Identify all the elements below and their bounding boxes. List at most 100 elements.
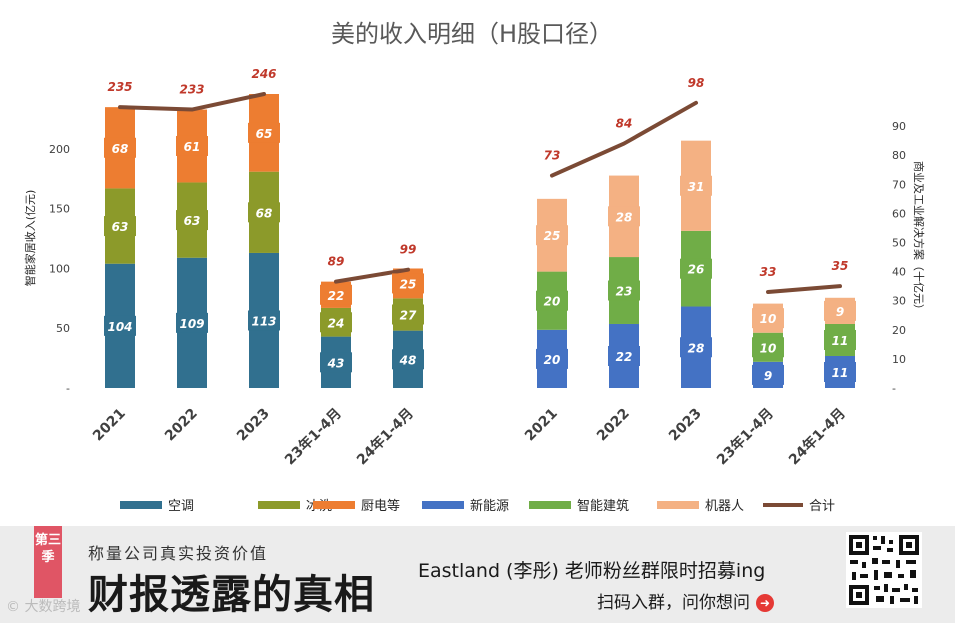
- total-line: [766, 284, 842, 294]
- recruit-text: Eastland (李彤) 老师粉丝群限时招募ing: [418, 560, 766, 582]
- data-label-box: [608, 280, 640, 301]
- data-label-box: [680, 337, 712, 358]
- legend-swatch: [422, 501, 464, 509]
- x-tick-label: 2023: [666, 406, 705, 445]
- total-line: [550, 100, 698, 178]
- data-label: 28: [688, 341, 705, 355]
- y-tick-label: 80: [892, 149, 906, 162]
- data-label: 28: [616, 210, 633, 224]
- legend-swatch: [120, 501, 162, 509]
- watermark: © 大数跨境: [6, 599, 81, 615]
- data-label: 22: [616, 350, 633, 364]
- legend-label: 新能源: [470, 498, 509, 514]
- x-tick-label: 23年1-4月: [281, 405, 344, 468]
- y-tick-label: -: [66, 382, 70, 395]
- total-label: 73: [544, 149, 561, 163]
- data-label-box: [536, 348, 568, 369]
- legend-swatch: [529, 501, 571, 509]
- data-label: 9: [836, 305, 844, 319]
- x-tick-label: 24年1-4月: [785, 405, 848, 468]
- data-label-box: [752, 337, 784, 358]
- data-label: 61: [184, 140, 201, 154]
- data-label-box: [176, 135, 208, 156]
- y-tick-label: 200: [49, 143, 70, 156]
- data-label: 25: [400, 277, 417, 291]
- y-tick-label: -: [892, 382, 896, 395]
- qr-code-icon[interactable]: [846, 532, 922, 608]
- data-label: 11: [832, 366, 849, 380]
- total-label: 235: [107, 80, 132, 94]
- x-tick-label: 24年1-4月: [353, 405, 416, 468]
- total-label: 35: [832, 259, 849, 273]
- y-tick-label: 90: [892, 120, 906, 133]
- data-label-box: [392, 304, 424, 325]
- data-label: 25: [544, 229, 561, 243]
- data-label-box: [680, 175, 712, 196]
- data-label: 63: [184, 214, 201, 228]
- data-label-box: [248, 310, 280, 331]
- data-label: 65: [256, 127, 273, 141]
- data-label: 31: [688, 180, 705, 194]
- x-tick-label: 2022: [162, 406, 201, 445]
- data-label-box: [104, 137, 136, 158]
- x-tick-label: 2021: [522, 406, 561, 445]
- data-label-box: [536, 225, 568, 246]
- data-label: 20: [544, 353, 561, 367]
- y-axis-title: 商业及工业解决方案（十亿元）: [912, 161, 926, 315]
- banner-headline: 财报透露的真相: [88, 571, 375, 618]
- y-tick-label: 50: [56, 322, 70, 335]
- data-label-box: [824, 300, 856, 321]
- total-label: 89: [328, 255, 345, 269]
- total-label: 246: [251, 67, 276, 81]
- legend-swatch: [313, 501, 355, 509]
- data-label: 48: [399, 353, 417, 367]
- legend-label: 机器人: [705, 499, 744, 514]
- legend-label: 厨电等: [361, 498, 400, 514]
- data-label-box: [104, 315, 136, 336]
- y-tick-label: 60: [892, 207, 906, 220]
- total-label: 98: [688, 76, 705, 90]
- data-label-box: [392, 273, 424, 294]
- data-label-box: [824, 329, 856, 350]
- total-label: 99: [400, 243, 417, 257]
- data-label-box: [320, 284, 352, 305]
- y-tick-label: 50: [892, 237, 906, 250]
- legend-swatch: [657, 501, 699, 509]
- total-label: 84: [616, 117, 633, 131]
- y-tick-label: 10: [892, 353, 906, 366]
- cta-link[interactable]: 扫码入群，问你想问 ➜: [597, 588, 774, 613]
- cta-text: 扫码入群，问你想问: [597, 593, 750, 613]
- data-label-box: [536, 290, 568, 311]
- data-label-box: [320, 312, 352, 333]
- data-label-box: [248, 122, 280, 143]
- data-label: 24: [328, 316, 345, 330]
- total-label: 233: [179, 83, 204, 97]
- data-label: 27: [400, 309, 417, 323]
- data-label: 22: [328, 289, 345, 303]
- y-axis-title: 智能家居收入(亿元): [23, 190, 37, 287]
- y-tick-label: 100: [49, 262, 70, 275]
- data-label-box: [752, 308, 784, 329]
- chart-title: 美的收入明细（H股口径）: [331, 20, 613, 48]
- data-label: 11: [832, 334, 849, 348]
- legend-swatch: [258, 501, 300, 509]
- data-label-box: [752, 364, 784, 385]
- data-label: 113: [251, 314, 276, 328]
- data-label-box: [608, 345, 640, 366]
- data-label-box: [824, 361, 856, 382]
- data-label: 104: [107, 320, 132, 334]
- chart-area: 美的收入明细（H股口径） - 50 100 150 200 智能家居收入(亿元) 2021 2…: [23, 20, 926, 514]
- data-label-box: [104, 216, 136, 237]
- y-tick-label: 30: [892, 295, 906, 308]
- y-tick-label: 40: [892, 266, 906, 279]
- legend-label: 智能建筑: [577, 498, 629, 514]
- data-label: 26: [688, 263, 705, 277]
- x-tick-label: 2021: [90, 406, 129, 445]
- data-label-box: [176, 210, 208, 231]
- data-label: 20: [544, 295, 561, 309]
- data-label: 68: [256, 206, 273, 220]
- data-label: 10: [760, 341, 777, 355]
- data-label: 68: [112, 142, 129, 156]
- x-tick-label: 23年1-4月: [713, 405, 776, 468]
- arrow-right-icon: ➜: [756, 594, 774, 612]
